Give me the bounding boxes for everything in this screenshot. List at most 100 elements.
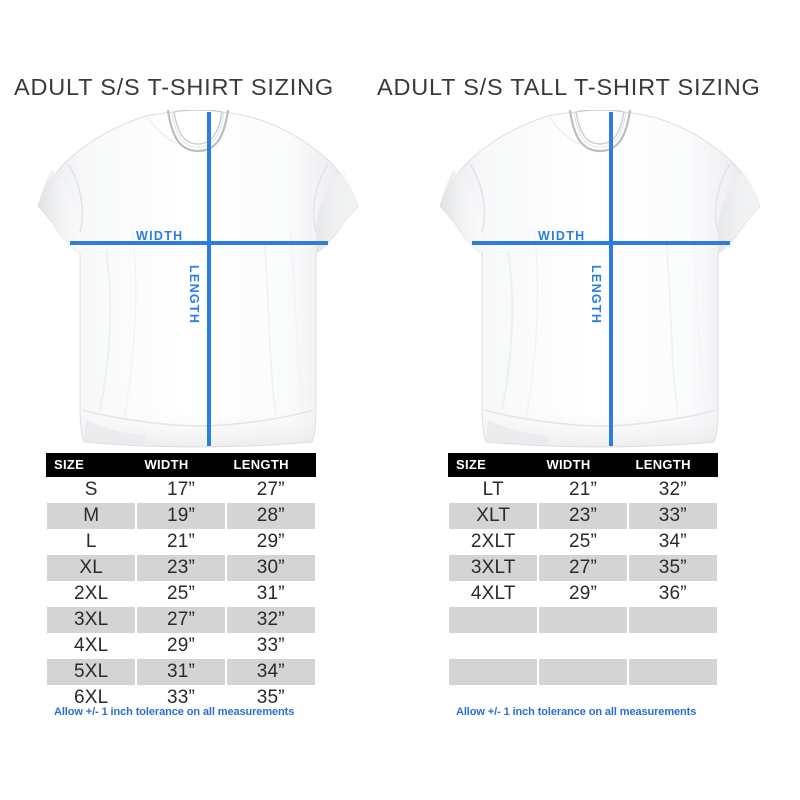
cell-size: 3XLT: [446, 555, 540, 581]
table-row-empty: [446, 659, 720, 685]
cell-size: [446, 607, 540, 633]
length-label: LENGTH: [589, 265, 603, 325]
cell-width: [537, 659, 629, 685]
cell-length: 33”: [626, 503, 720, 529]
table-row: XL 23” 30”: [44, 555, 318, 581]
table-row: 6XL 33” 35”: [44, 685, 318, 711]
cell-length: [626, 659, 720, 685]
cell-width: 19”: [135, 503, 227, 529]
table-header: SIZE WIDTH LENGTH: [448, 453, 718, 477]
tolerance-footnote: Allow +/- 1 inch tolerance on all measur…: [456, 706, 697, 718]
cell-width: 21”: [537, 477, 629, 503]
cell-width: 17”: [135, 477, 227, 503]
cell-size: [446, 659, 540, 685]
cell-width: [537, 607, 629, 633]
cell-length: 31”: [224, 581, 318, 607]
tolerance-footnote: Allow +/- 1 inch tolerance on all measur…: [54, 706, 295, 718]
cell-size: [446, 685, 540, 711]
shirt-collar-inner: [573, 111, 627, 148]
table-header: SIZE WIDTH LENGTH: [46, 453, 316, 477]
size-table-adult-ss-tall: SIZE WIDTH LENGTH LT 21” 32” XLT 23” 33”…: [446, 453, 720, 711]
cell-length: [626, 607, 720, 633]
tshirt-diagram-adult-ss: WIDTH LENGTH: [28, 110, 368, 448]
table-row-empty: [446, 633, 720, 659]
table-row: 2XL 25” 31”: [44, 581, 318, 607]
cell-width: 29”: [537, 581, 629, 607]
cell-size: LT: [446, 477, 540, 503]
cell-length: 32”: [224, 607, 318, 633]
page-title-adult-ss-tall: ADULT S/S TALL T-SHIRT SIZING: [377, 74, 761, 100]
cell-length: 35”: [224, 685, 318, 711]
shirt-fold-2: [525, 229, 539, 421]
table-body: LT 21” 32” XLT 23” 33” 2XLT 25” 34” 3XLT…: [446, 477, 720, 711]
cell-length: 34”: [626, 529, 720, 555]
table-row: LT 21” 32”: [446, 477, 720, 503]
cell-size: 6XL: [44, 685, 138, 711]
table-row: 3XL 27” 32”: [44, 607, 318, 633]
cell-width: 21”: [135, 529, 227, 555]
shirt-right-sleeve: [316, 170, 358, 253]
column-header-size: SIZE: [448, 453, 539, 477]
cell-size: [446, 633, 540, 659]
column-header-length: LENGTH: [225, 453, 316, 477]
size-table-adult-ss: SIZE WIDTH LENGTH S 17” 27” M 19” 28” L: [44, 453, 318, 711]
width-label: WIDTH: [538, 229, 586, 243]
shirt-fold-4: [289, 229, 305, 411]
shirt-right-sleeve-seam: [714, 163, 731, 233]
table-header-row: SIZE WIDTH LENGTH: [448, 453, 718, 477]
shirt-hem-corner: [486, 420, 548, 444]
cell-size: 2XLT: [446, 529, 540, 555]
table-row: L 21” 29”: [44, 529, 318, 555]
column-header-width: WIDTH: [538, 453, 628, 477]
column-header-width: WIDTH: [136, 453, 226, 477]
table-row: 2XLT 25” 34”: [446, 529, 720, 555]
table-row: M 19” 28”: [44, 503, 318, 529]
shirt-left-sleeve-seam: [67, 163, 84, 233]
panel-adult-ss: WIDTH LENGTH SIZE WIDTH LENGTH S 17” 27”: [28, 110, 368, 718]
panel-adult-ss-tall: WIDTH LENGTH SIZE WIDTH LENGTH LT 21” 32…: [430, 110, 770, 718]
cell-length: 28”: [224, 503, 318, 529]
cell-length: 35”: [626, 555, 720, 581]
cell-length: 29”: [224, 529, 318, 555]
cell-length: 27”: [224, 477, 318, 503]
cell-size: 3XL: [44, 607, 138, 633]
table-header-row: SIZE WIDTH LENGTH: [46, 453, 316, 477]
shirt-left-shoulder-seam: [147, 117, 179, 145]
page-title-adult-ss: ADULT S/S T-SHIRT SIZING: [14, 74, 334, 100]
cell-width: [537, 685, 629, 711]
cell-size: XL: [44, 555, 138, 581]
shirt-hem-line: [81, 409, 315, 427]
cell-width: 33”: [135, 685, 227, 711]
cell-length: 34”: [224, 659, 318, 685]
cell-width: [537, 633, 629, 659]
cell-size: L: [44, 529, 138, 555]
column-header-size: SIZE: [46, 453, 137, 477]
cell-size: 5XL: [44, 659, 138, 685]
table-row: 3XLT 27” 35”: [446, 555, 720, 581]
cell-width: 31”: [135, 659, 227, 685]
tshirt-diagram-adult-ss-tall: WIDTH LENGTH: [430, 110, 770, 448]
length-label: LENGTH: [187, 265, 201, 325]
cell-length: [626, 633, 720, 659]
shirt-collar-rib: [166, 110, 230, 153]
cell-width: 27”: [537, 555, 629, 581]
table-row: 5XL 31” 34”: [44, 659, 318, 685]
cell-size: XLT: [446, 503, 540, 529]
shirt-right-sleeve-seam: [312, 163, 329, 233]
cell-size: 4XL: [44, 633, 138, 659]
shirt-collar-inner: [171, 111, 225, 148]
shirt-left-sleeve: [38, 170, 80, 253]
shirt-hem-corner: [84, 420, 146, 444]
cell-length: 32”: [626, 477, 720, 503]
table-row: 4XLT 29” 36”: [446, 581, 720, 607]
table-row: XLT 23” 33”: [446, 503, 720, 529]
shirt-fold-1: [501, 249, 514, 411]
cell-width: 29”: [135, 633, 227, 659]
shirt-right-sleeve: [718, 170, 760, 253]
shirt-collar-rib: [568, 110, 632, 153]
cell-size: 2XL: [44, 581, 138, 607]
shirt-fold-4: [691, 229, 707, 411]
cell-width: 25”: [537, 529, 629, 555]
shirt-left-shoulder-seam: [549, 117, 581, 145]
